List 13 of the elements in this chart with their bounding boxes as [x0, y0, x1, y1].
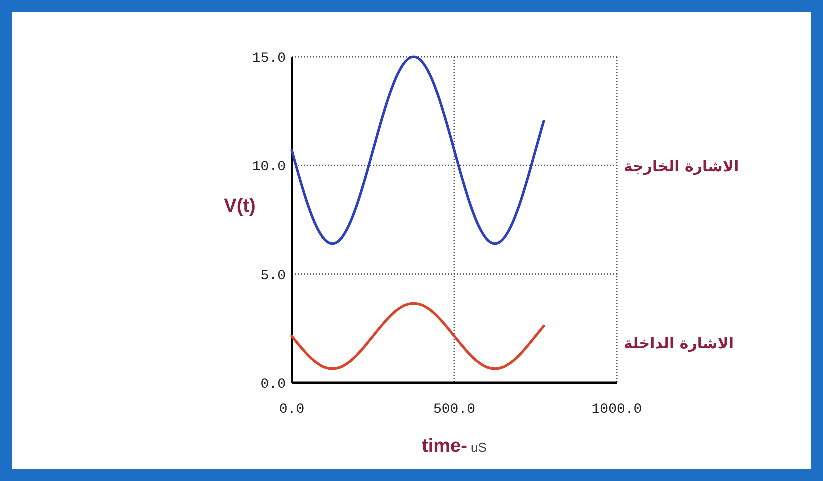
y-tick-label: 0.0	[260, 377, 286, 393]
line-series	[290, 56, 546, 246]
x-axis-title: time- uS	[422, 436, 488, 457]
text: الاشارة الخارجة	[624, 158, 740, 176]
y-tick-label: 5.0	[260, 268, 286, 284]
x-tick-label: 500.0	[433, 402, 476, 418]
y-tick-label: 10.0	[252, 160, 286, 176]
x-tick-label: 1000.0	[592, 402, 642, 418]
y-tick-label: 15.0	[252, 51, 286, 67]
x-tick-label: 0.0	[279, 402, 305, 418]
text: الاشارة الداخلة	[624, 334, 734, 352]
y-axis-title: V(t)	[224, 196, 256, 217]
line-series	[290, 302, 546, 370]
